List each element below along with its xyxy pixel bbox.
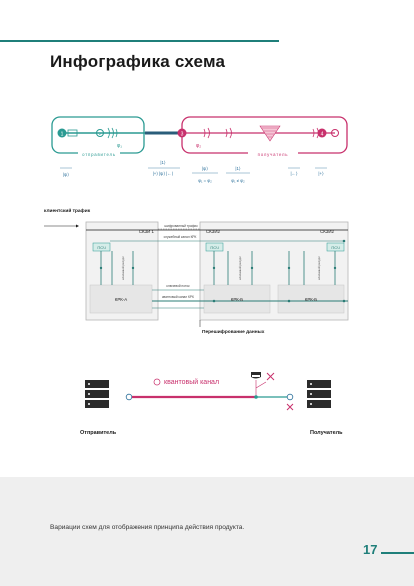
detector-icon (331, 129, 339, 137)
kzch-c-box (277, 284, 345, 314)
pulse-icon (203, 127, 319, 139)
formula-right-2: |+⟩ (318, 171, 324, 176)
svg-text:ПСЧ: ПСЧ (331, 245, 340, 250)
node-3-label: 3 (181, 131, 184, 137)
page-title: Инфографика схема (50, 52, 226, 71)
receiver-server-icon (307, 380, 331, 408)
formula-right-1: |←⟩ (290, 171, 297, 176)
cross-icon-top (266, 372, 275, 381)
qkd-chain-diagram: 1 2 φ₁ отправитель 3 φ₂ 4 получатель |ψ⟩… (51, 116, 348, 183)
node-2-icon (96, 129, 104, 137)
service-channel-label: служебный канал КРК (164, 235, 197, 239)
formula-mid-5: |1⟩ (235, 166, 241, 171)
client-traffic-label: клиентский трафик (44, 207, 91, 214)
sender-caption: Отправитель (80, 430, 117, 436)
formula-mid-3: |ψ⟩ (202, 166, 208, 171)
node-1-icon (57, 128, 67, 138)
sender-server-icon (85, 380, 109, 408)
cross-icon-bottom (286, 403, 294, 411)
receiver-caption: Получатель (310, 430, 343, 436)
info-traffic-label: шифрованный трафик (164, 224, 198, 228)
top-accent-line (0, 40, 279, 42)
quantum-channel-label: квантовый канал (164, 378, 219, 386)
channel-start-node (125, 393, 133, 401)
kzch-c-label: КРК-Б (305, 297, 318, 302)
node-4-icon (317, 128, 327, 138)
kzch-a-box (89, 284, 153, 314)
bottom-accent-line (381, 552, 414, 554)
formula-mid-6: φ₁ ≠ φ₂ (231, 178, 245, 183)
node-2-label: 2 (99, 131, 102, 136)
formula-mid-1: |1⟩ (160, 160, 166, 165)
formula-mid-2: |+⟩ |ψ⟩ |←⟩ (153, 171, 174, 176)
laser-icon (67, 129, 78, 137)
kzch-a-label: КРК-А (115, 297, 128, 302)
link-dots (99, 239, 346, 303)
formula-left: |ψ⟩ (63, 172, 69, 177)
footer-panel (0, 477, 414, 586)
quantum-channel-label: квантовый канал КРК (162, 295, 194, 299)
kzch-b-box (203, 284, 271, 314)
szi2b-label: СКЗИ2 (320, 229, 334, 234)
channel-end-node (286, 393, 294, 401)
reencrypt-label: Перешифрование данных (202, 328, 265, 335)
detector-fan-icon (259, 125, 281, 142)
szi2a-label: СКЗИ2 (206, 229, 220, 234)
quantum-channel-diagram: квантовый канал Отправитель Получатель (80, 372, 343, 436)
ifk-box-2 (205, 242, 224, 252)
kzch-b-label: КРК-Б (231, 297, 244, 302)
page-number: 17 (363, 542, 378, 557)
formula-mid-4: φ₁ = φ₂ (198, 178, 212, 183)
quantum-atom-icon (153, 378, 161, 386)
vert-label-2: ключевой ресурс (238, 256, 242, 280)
network-schema-diagram: клиентский трафик СКЗИ 1 СКЗИ2 СКЗИ2 ПСЧ… (44, 207, 349, 335)
vert-label-1: ключевой ресурс (121, 256, 125, 280)
vert-label-3: ключевой ресурс (317, 256, 321, 280)
phi1-label: φ₁ (117, 143, 122, 149)
formula-row: |ψ⟩ |1⟩ |+⟩ |ψ⟩ |←⟩ |ψ⟩ φ₁ = φ₂ |1⟩ φ₁ ≠… (60, 160, 327, 183)
node-3-icon (177, 128, 187, 138)
svg-text:ПСЧ: ПСЧ (210, 245, 219, 250)
page-caption: Вариации схем для отображения принципа д… (50, 524, 245, 531)
key-stream-label: ключевой поток (166, 284, 190, 288)
receiver-label: получатель (258, 152, 289, 157)
szi1-label: СКЗИ 1 (139, 229, 155, 234)
node-4-label: 4 (321, 131, 324, 137)
svg-text:ПСЧ: ПСЧ (97, 245, 106, 250)
wave-icon (107, 127, 118, 139)
ifk-box-1 (92, 242, 111, 252)
node-1-label: 1 (61, 131, 64, 137)
phi2-label: φ₂ (196, 143, 201, 149)
sender-label: отправитель (82, 152, 116, 157)
ifk-box-3 (326, 242, 345, 252)
